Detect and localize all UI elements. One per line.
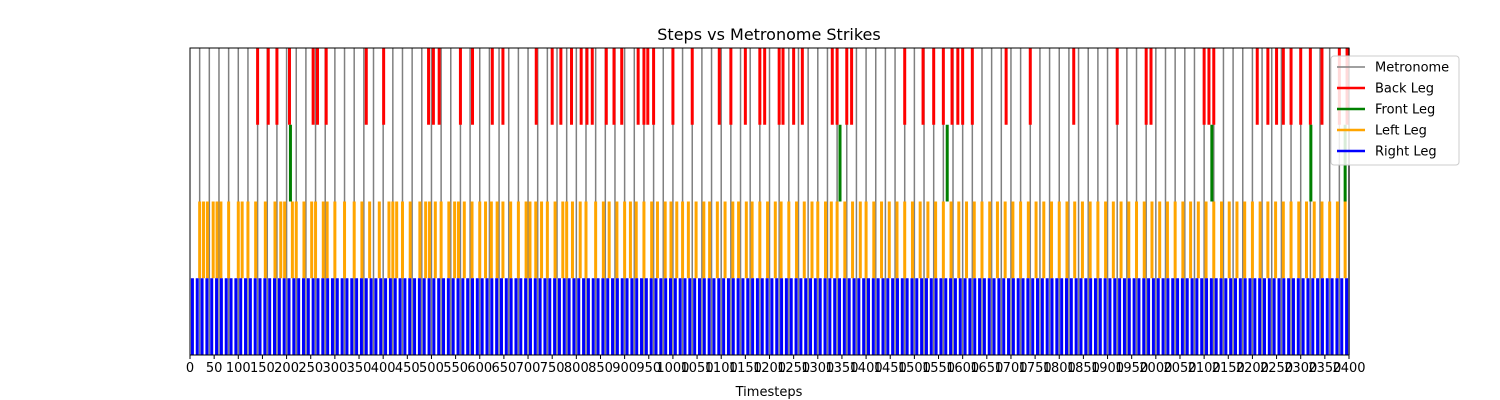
x-tick-label-45: 2250 xyxy=(1260,361,1293,376)
x-tick-label-24: 1200 xyxy=(753,361,786,376)
x-tick-label-10: 500 xyxy=(419,361,444,376)
x-tick-label-16: 800 xyxy=(564,361,589,376)
x-tick-label-5: 250 xyxy=(298,361,323,376)
legend: Metronome Back Leg Front Leg Left Leg Right … xyxy=(1330,55,1460,166)
x-tick-label-35: 1750 xyxy=(1019,361,1052,376)
x-tick-label-23: 1150 xyxy=(729,361,762,376)
legend-label-left-leg: Left Leg xyxy=(1375,124,1427,139)
x-tick-label-9: 450 xyxy=(395,361,420,376)
x-tick-label-28: 1400 xyxy=(850,361,883,376)
x-tick-label-26: 1300 xyxy=(801,361,834,376)
x-tick-label-34: 1700 xyxy=(994,361,1027,376)
x-tick-label-17: 850 xyxy=(588,361,613,376)
x-tick-label-15: 750 xyxy=(540,361,565,376)
x-tick-label-21: 1050 xyxy=(681,361,714,376)
legend-label-front-leg: Front Leg xyxy=(1375,103,1435,118)
x-tick-label-20: 1000 xyxy=(656,361,689,376)
x-tick-label-12: 600 xyxy=(467,361,492,376)
x-tick-label-41: 2050 xyxy=(1163,361,1196,376)
x-tick-label-44: 2200 xyxy=(1236,361,1269,376)
x-tick-label-32: 1600 xyxy=(946,361,979,376)
x-tick-label-0: 0 xyxy=(186,361,194,376)
x-tick-label-6: 300 xyxy=(322,361,347,376)
x-tick-label-37: 1850 xyxy=(1067,361,1100,376)
x-tick-label-31: 1550 xyxy=(922,361,955,376)
x-tick-label-33: 1650 xyxy=(970,361,1003,376)
x-tick-label-38: 1900 xyxy=(1091,361,1124,376)
x-tick-label-13: 650 xyxy=(491,361,516,376)
x-tick-label-18: 900 xyxy=(612,361,637,376)
series-back-leg xyxy=(256,48,1349,125)
series-left-leg xyxy=(198,201,1347,279)
x-tick-label-11: 550 xyxy=(443,361,468,376)
chart-marks xyxy=(190,48,1350,355)
x-tick-label-36: 1800 xyxy=(1043,361,1076,376)
legend-label-metronome: Metronome xyxy=(1375,61,1449,76)
legend-box xyxy=(1330,55,1460,166)
x-tick-label-43: 2150 xyxy=(1212,361,1245,376)
x-tick-label-25: 1250 xyxy=(777,361,810,376)
x-tick-label-40: 2000 xyxy=(1139,361,1172,376)
x-tick-label-46: 2300 xyxy=(1284,361,1317,376)
x-tick-label-8: 400 xyxy=(371,361,396,376)
x-tick-label-14: 700 xyxy=(516,361,541,376)
x-tick-label-30: 1500 xyxy=(898,361,931,376)
x-tick-label-47: 2350 xyxy=(1308,361,1341,376)
x-axis-ticks: 0 50 100 150 200 250 300 350 400 450 500 550 600 650 7… xyxy=(186,355,1366,376)
x-tick-label-4: 200 xyxy=(274,361,299,376)
legend-label-back-leg: Back Leg xyxy=(1375,82,1434,97)
x-tick-label-48: 2400 xyxy=(1332,361,1365,376)
x-tick-label-39: 1950 xyxy=(1115,361,1148,376)
x-axis-label: Timesteps xyxy=(735,385,803,400)
series-right-leg xyxy=(190,278,1349,355)
x-tick-label-7: 350 xyxy=(347,361,372,376)
x-tick-label-27: 1350 xyxy=(825,361,858,376)
x-tick-label-42: 2100 xyxy=(1188,361,1221,376)
x-tick-label-29: 1450 xyxy=(874,361,907,376)
x-tick-label-22: 1100 xyxy=(705,361,738,376)
legend-label-right-leg: Right Leg xyxy=(1375,145,1437,160)
x-tick-label-3: 150 xyxy=(250,361,275,376)
chart-title: Steps vs Metronome Strikes xyxy=(657,25,880,44)
x-tick-label-1: 50 xyxy=(206,361,223,376)
x-tick-label-19: 950 xyxy=(636,361,661,376)
x-tick-label-2: 100 xyxy=(226,361,251,376)
